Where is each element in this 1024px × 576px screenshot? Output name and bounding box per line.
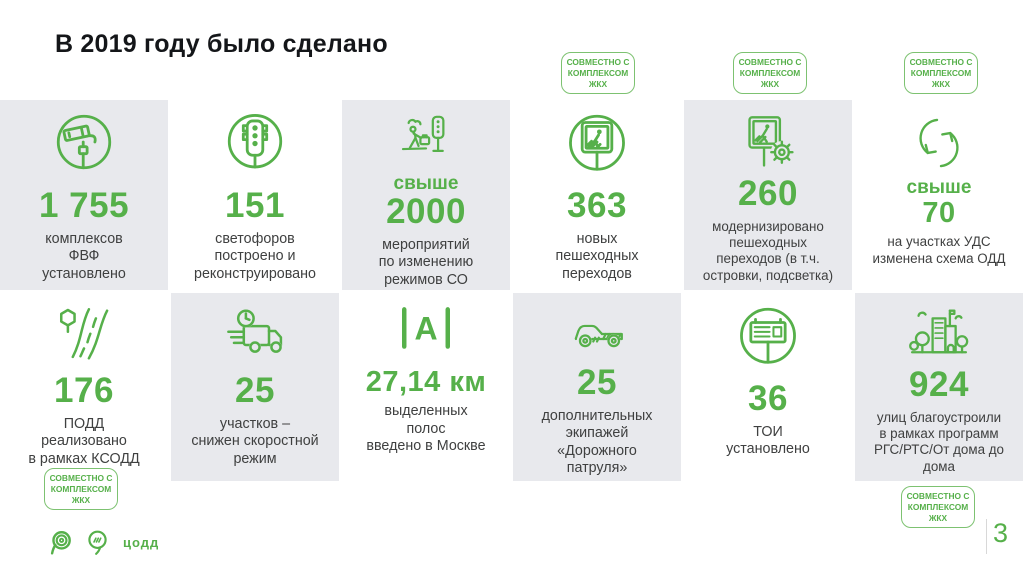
stat-number: 260 bbox=[738, 174, 798, 213]
stat-number: 176 bbox=[54, 371, 114, 410]
speeding-truck-clock-icon bbox=[218, 303, 292, 373]
stat-card-bus-lanes: А 27,14 км выделенных полос введено в Мо… bbox=[342, 293, 510, 481]
stat-prefix: свыше bbox=[906, 177, 972, 198]
stat-card-speed-limit: 25 участков – снижен скоростной режим bbox=[171, 293, 339, 481]
stat-number: 363 bbox=[567, 186, 627, 225]
stat-label: дополнительных экипажей «Дорожного патру… bbox=[541, 407, 653, 477]
cycle-arrows-icon bbox=[906, 110, 972, 176]
svg-text:А: А bbox=[414, 310, 437, 346]
stat-label: новых пешеходных переходов bbox=[555, 230, 639, 282]
badge-zhkh-bottom-col6: СОВМЕСТНО С КОМПЛЕКСОМ ЖКХ bbox=[901, 486, 975, 529]
footer-logos: цодд bbox=[47, 529, 159, 556]
stat-number: 2000 bbox=[386, 191, 466, 231]
moscow-transport-logo bbox=[50, 531, 71, 555]
traffic-light-icon bbox=[216, 110, 294, 188]
stat-card-road-patrol: 25 дополнительных экипажей «Дорожного па… bbox=[513, 293, 681, 481]
page-number-divider bbox=[986, 519, 987, 554]
winding-road-sign-icon bbox=[47, 303, 121, 373]
badge-zhkh-top-col6: СОВМЕСТНО С КОМПЛЕКСОМ ЖКХ bbox=[904, 52, 978, 95]
stat-card-fvf-cameras: 1 755 комплексов ФВФ установлено bbox=[0, 100, 168, 290]
codd-wordmark: цодд bbox=[123, 535, 160, 550]
stat-prefix: свыше bbox=[393, 173, 459, 194]
stat-card-odd-scheme: свыше 70 на участках УДС изменена схема … bbox=[855, 100, 1023, 290]
stat-label: участков – снижен скоростной режим bbox=[191, 415, 319, 467]
stat-number: 70 bbox=[922, 196, 956, 229]
stat-card-streets-improved: 924 улиц благоустроили в рамках программ… bbox=[855, 293, 1023, 481]
stat-number: 151 bbox=[225, 186, 285, 225]
information-board-icon bbox=[729, 303, 807, 381]
stat-label: ТОИ установлено bbox=[726, 423, 810, 458]
stat-number: 25 bbox=[577, 363, 617, 402]
stat-label: улиц благоустроили в рамках программ РГС… bbox=[873, 409, 1005, 474]
stat-card-podd: 176 ПОДД реализовано в рамках КСОДД bbox=[0, 293, 168, 481]
stat-number: 1 755 bbox=[38, 186, 130, 225]
stat-number: 36 bbox=[748, 379, 788, 418]
stat-card-toi: 36 ТОИ установлено bbox=[684, 293, 852, 481]
stat-number: 27,14 км bbox=[365, 366, 487, 398]
cctv-camera-icon bbox=[45, 110, 123, 188]
stat-label: на участках УДС изменена схема ОДД bbox=[872, 234, 1006, 266]
bus-lane-marking-icon: А bbox=[392, 303, 460, 367]
codd-logo bbox=[88, 530, 107, 555]
city-street-icon bbox=[905, 303, 973, 367]
stat-number: 25 bbox=[235, 371, 275, 410]
pedestrian-sign-gear-icon bbox=[733, 110, 803, 176]
stat-card-traffic-lights: 151 светофоров построено и реконструиров… bbox=[171, 100, 339, 290]
badge-zhkh-top-col5: СОВМЕСТНО С КОМПЛЕКСОМ ЖКХ bbox=[733, 52, 807, 95]
stat-card-new-crossings: 363 новых пешеходных переходов bbox=[513, 100, 681, 290]
badge-zhkh-top-col4: СОВМЕСТНО С КОМПЛЕКСОМ ЖКХ bbox=[561, 52, 635, 95]
stat-label: мероприятий по изменению режимов СО bbox=[378, 236, 474, 288]
stat-label: ПОДД реализовано в рамках КСОДД bbox=[28, 415, 140, 467]
stat-label: светофоров построено и реконструировано bbox=[194, 230, 316, 282]
stat-label: комплексов ФВФ установлено bbox=[42, 230, 126, 282]
badge-zhkh-bottom-col1: СОВМЕСТНО С КОМПЛЕКСОМ ЖКХ bbox=[44, 468, 118, 511]
pedestrian-traffic-light-icon bbox=[393, 110, 459, 172]
pickup-truck-icon bbox=[558, 303, 636, 365]
page-number: 3 bbox=[993, 518, 1009, 548]
stat-card-modernized-crossings: 260 модернизировано пешеходных переходов… bbox=[684, 100, 852, 290]
stat-number: 924 bbox=[909, 365, 969, 404]
stat-label: выделенных полос введено в Москве bbox=[366, 403, 486, 455]
pedestrian-crossing-sign-icon bbox=[558, 110, 636, 188]
page-title: В 2019 году было сделано bbox=[55, 30, 388, 58]
stat-card-so-modes: свыше 2000 мероприятий по изменению режи… bbox=[342, 100, 510, 290]
stat-label: модернизировано пешеходных переходов (в … bbox=[702, 218, 834, 283]
